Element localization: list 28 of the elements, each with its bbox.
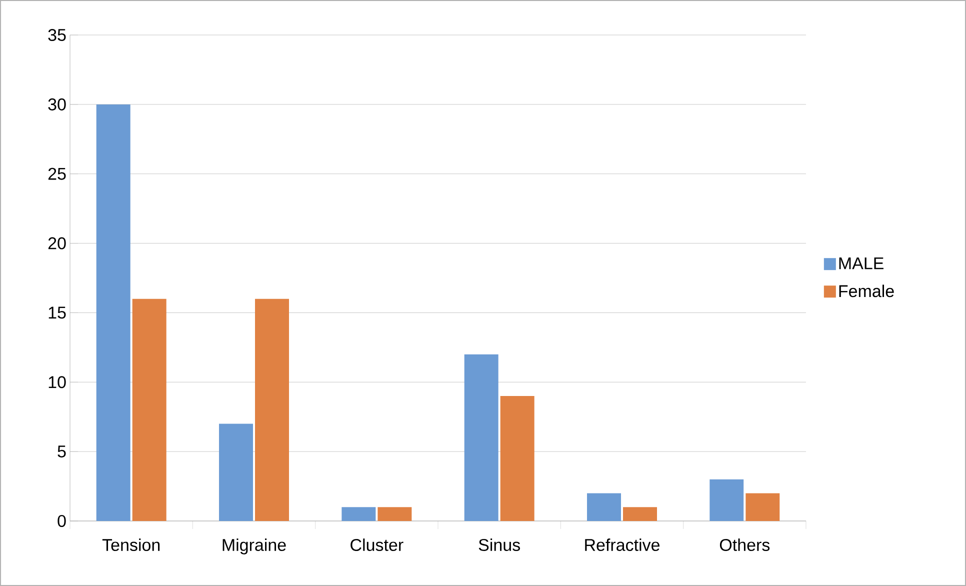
bar [96, 104, 130, 521]
bar [746, 493, 780, 521]
y-tick-label: 35 [48, 28, 66, 42]
bar [623, 507, 657, 521]
bar [500, 396, 534, 521]
bar [132, 298, 166, 521]
x-tick-label: Refractive [585, 538, 660, 552]
bar [710, 479, 744, 521]
legend-label: Female [839, 284, 894, 298]
y-tick-label: 30 [48, 98, 66, 110]
legend-label: MALE [839, 257, 884, 270]
y-tick-label: 20 [48, 237, 66, 250]
y-tick-label: 15 [48, 306, 66, 319]
bar [255, 298, 290, 521]
bar [342, 507, 376, 521]
x-tick-label: Migraine [222, 538, 286, 554]
y-tick-label: 10 [48, 376, 66, 388]
x-tick-label: Cluster [350, 538, 404, 552]
bar [464, 354, 498, 521]
bar [378, 507, 412, 521]
y-tick-label: 25 [48, 168, 66, 180]
y-tick-label: 5 [58, 446, 66, 458]
x-tick-label: Others [720, 538, 770, 552]
x-tick-label: Sinus [478, 538, 520, 552]
x-tick-label: Tension [102, 538, 160, 552]
bar [587, 493, 621, 521]
bar [219, 424, 254, 521]
y-tick-label: 0 [58, 514, 66, 528]
